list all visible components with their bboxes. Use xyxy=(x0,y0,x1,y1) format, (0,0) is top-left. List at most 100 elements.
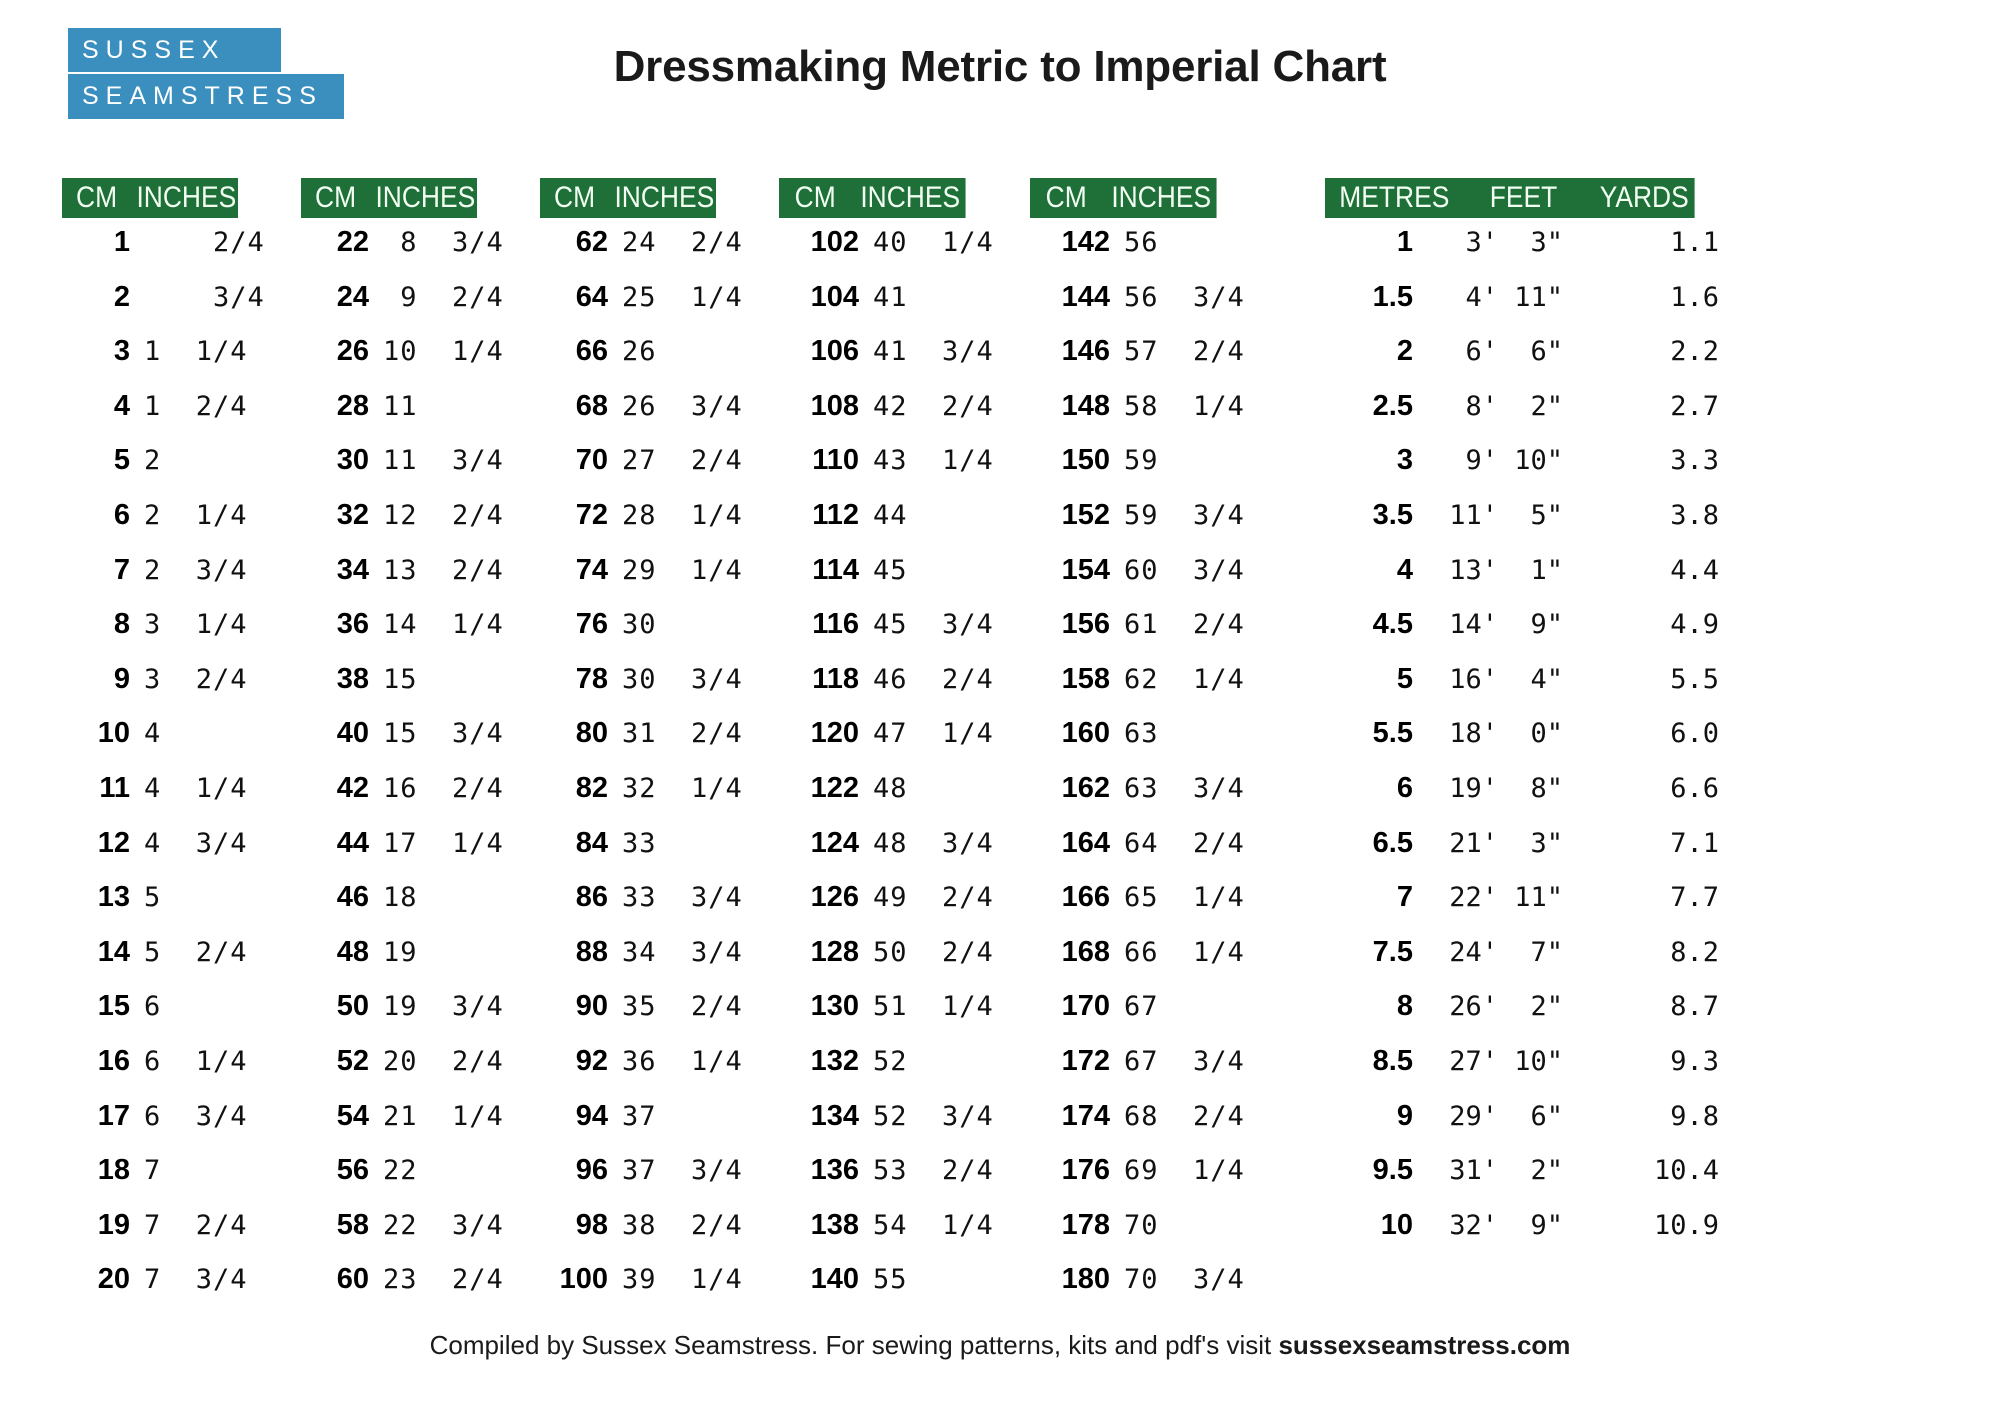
table-row: 166 65 1/4 xyxy=(1030,881,1244,936)
cell-inches: 70 3/4 xyxy=(1124,1264,1245,1296)
cell-inches: 32 1/4 xyxy=(622,772,743,804)
cell-cm: 166 xyxy=(1061,881,1110,914)
cell-cm: 134 xyxy=(810,1099,859,1132)
cell-cm: 32 xyxy=(336,498,369,531)
table-row: 1 3' 3" 1.1 xyxy=(1325,226,1745,281)
table-row: 42 16 2/4 xyxy=(301,772,503,827)
cell-metres: 6 xyxy=(1396,771,1413,804)
cell-cm: 126 xyxy=(810,881,859,914)
table-row: 86 33 3/4 xyxy=(540,881,742,936)
cell-cm: 64 xyxy=(575,280,608,313)
cell-cm: 2 xyxy=(113,280,130,313)
header-label-cm: CM xyxy=(76,181,118,214)
cell-inches: 6 3/4 xyxy=(144,1100,248,1132)
cell-metres: 1 xyxy=(1396,226,1413,258)
footer-text: Compiled by Sussex Seamstress. For sewin… xyxy=(429,1330,1279,1360)
cell-cm: 44 xyxy=(336,826,369,859)
cell-inches: 28 1/4 xyxy=(622,499,743,531)
cell-inches: 45 3/4 xyxy=(873,609,994,641)
table-row: 2 3/4 xyxy=(62,281,264,336)
cell-cm: 48 xyxy=(336,935,369,968)
cell-feet: 3' 3" xyxy=(1465,227,1563,258)
cell-cm: 62 xyxy=(575,226,608,258)
table-row: 40 15 3/4 xyxy=(301,717,503,772)
cell-cm: 146 xyxy=(1061,335,1110,368)
table-row: 80 31 2/4 xyxy=(540,717,742,772)
cell-cm: 1 xyxy=(113,226,130,258)
cell-inches: 57 2/4 xyxy=(1124,336,1245,368)
cell-inches: 64 2/4 xyxy=(1124,827,1245,859)
table-row: 144 56 3/4 xyxy=(1030,281,1244,336)
table-row: 52 20 2/4 xyxy=(301,1045,503,1100)
table-row: 62 24 2/4 xyxy=(540,226,742,281)
cell-cm: 106 xyxy=(810,335,859,368)
cell-inches: 56 3/4 xyxy=(1124,281,1245,313)
table-row: 26 10 1/4 xyxy=(301,335,503,390)
table-row: 54 21 1/4 xyxy=(301,1100,503,1155)
table-row: 4 1 2/4 xyxy=(62,390,264,445)
cell-cm: 156 xyxy=(1061,608,1110,641)
table-row: 94 37 xyxy=(540,1100,742,1155)
cell-inches: 56 xyxy=(1124,227,1159,258)
cell-inches: 59 3/4 xyxy=(1124,499,1245,531)
table-row: 120 47 1/4 xyxy=(779,717,993,772)
table-row: 176 69 1/4 xyxy=(1030,1154,1244,1209)
cell-feet: 14' 9" xyxy=(1449,609,1563,641)
table-row: 76 30 xyxy=(540,608,742,663)
cell-cm: 142 xyxy=(1061,226,1110,258)
table-row: 140 55 xyxy=(779,1263,993,1318)
cell-yards: 2.2 xyxy=(1670,336,1719,368)
cell-inches: 10 1/4 xyxy=(383,336,504,368)
table-row: 22 8 3/4 xyxy=(301,226,503,281)
cell-inches: 36 1/4 xyxy=(622,1045,743,1077)
cell-inches: 23 2/4 xyxy=(383,1264,504,1296)
cell-feet: 13' 1" xyxy=(1449,554,1563,586)
cell-inches: 19 xyxy=(383,936,418,968)
column-header-cm-1-20: CM INCHES xyxy=(62,178,238,218)
cell-cm: 108 xyxy=(810,389,859,422)
table-row: 122 48 xyxy=(779,772,993,827)
cell-cm: 34 xyxy=(336,553,369,586)
cell-cm: 88 xyxy=(575,935,608,968)
cell-feet: 4' 11" xyxy=(1465,281,1563,313)
cell-feet: 9' 10" xyxy=(1465,445,1563,477)
cell-cm: 122 xyxy=(810,771,859,804)
cell-cm: 98 xyxy=(575,1208,608,1241)
cell-cm: 138 xyxy=(810,1208,859,1241)
cell-metres: 7 xyxy=(1396,881,1413,914)
table-row: 16 6 1/4 xyxy=(62,1045,264,1100)
cell-inches: 15 xyxy=(383,663,418,695)
cell-cm: 4 xyxy=(113,389,130,422)
cell-inches: 22 3/4 xyxy=(383,1209,504,1241)
cell-cm: 124 xyxy=(810,826,859,859)
table-row: 13 5 xyxy=(62,881,264,936)
column-header-cm-142-180: CM INCHES xyxy=(1030,178,1217,218)
cell-inches: 52 3/4 xyxy=(873,1100,994,1132)
cell-inches: 20 2/4 xyxy=(383,1045,504,1077)
cell-yards: 4.4 xyxy=(1670,554,1719,586)
table-row: 20 7 3/4 xyxy=(62,1263,264,1318)
cell-inches: 26 3/4 xyxy=(622,390,743,422)
cell-inches: 1 1/4 xyxy=(144,336,248,368)
table-row: 112 44 xyxy=(779,499,993,554)
cell-cm: 168 xyxy=(1061,935,1110,968)
cell-metres: 8 xyxy=(1396,990,1413,1023)
table-row: 110 43 1/4 xyxy=(779,444,993,499)
table-row: 108 42 2/4 xyxy=(779,390,993,445)
cell-feet: 24' 7" xyxy=(1449,936,1563,968)
cell-yards: 4.9 xyxy=(1670,609,1719,641)
cell-inches: 6 xyxy=(144,991,162,1023)
cell-cm: 30 xyxy=(336,444,369,477)
table-row: 4 13' 1" 4.4 xyxy=(1325,554,1745,609)
cell-inches: 3 1/4 xyxy=(144,609,248,641)
table-row: 98 38 2/4 xyxy=(540,1209,742,1264)
cell-cm: 136 xyxy=(810,1154,859,1187)
table-row: 56 22 xyxy=(301,1154,503,1209)
cell-inches: 29 1/4 xyxy=(622,554,743,586)
cell-inches: 5 2/4 xyxy=(144,936,248,968)
cell-cm: 114 xyxy=(812,553,859,586)
cell-inches: 66 1/4 xyxy=(1124,936,1245,968)
table-row: 4.5 14' 9" 4.9 xyxy=(1325,608,1745,663)
cell-metres: 5 xyxy=(1396,662,1413,695)
cell-inches: 63 xyxy=(1124,718,1159,750)
